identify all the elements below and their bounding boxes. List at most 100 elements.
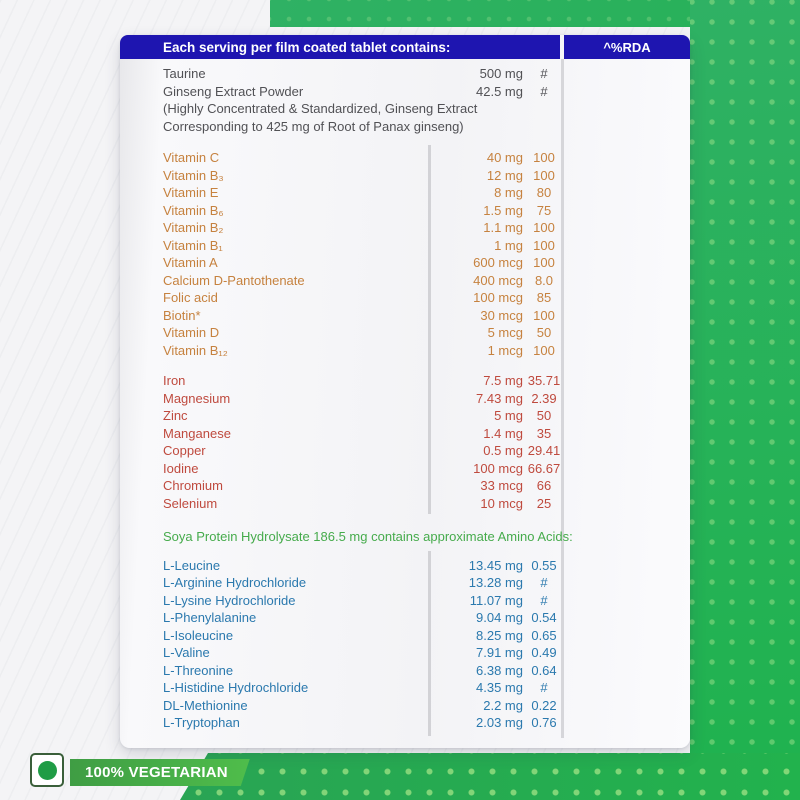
nutrient-name: L-Valine: [163, 645, 210, 660]
nutrient-rda: 0.76: [531, 715, 557, 730]
nutrient-amount: 1.4 mg: [483, 425, 523, 441]
nutrient-name: L-Tryptophan: [163, 715, 240, 730]
table-row: Chromium 33 mcg 66: [120, 477, 690, 495]
nutrient-name: Vitamin A: [163, 255, 218, 270]
table-row: Vitamin B₂ 1.1 mg 100: [120, 219, 690, 237]
nutrient-name: L-Threonine: [163, 662, 234, 678]
nutrient-amount: 7.43 mg: [476, 390, 523, 406]
nutrient-rda: 75: [536, 202, 552, 218]
nutrient-rda: 8.0: [534, 272, 554, 288]
nutrient-name: Copper: [163, 443, 206, 458]
nutrient-rda: 80: [536, 185, 552, 200]
table-header: Each serving per film coated tablet cont…: [120, 35, 690, 59]
table-row: Zinc 5 mg 50: [120, 407, 690, 425]
nutrient-rda: [523, 118, 565, 136]
nutrient-amount: 13.28 mg: [468, 575, 523, 590]
green-right-panel: [690, 0, 800, 800]
table-row: Selenium 10 mcg 25: [120, 495, 690, 513]
table-row: Vitamin D 5 mcg 50: [120, 324, 690, 342]
nutrient-rda: #: [540, 575, 548, 590]
vegetarian-badge-label: 100% VEGETARIAN: [85, 764, 228, 781]
nutrition-facts-card: Each serving per film coated tablet cont…: [120, 35, 690, 748]
nutrient-name: Taurine: [163, 66, 206, 81]
serving-header-label: Each serving per film coated tablet cont…: [163, 39, 451, 55]
nutrient-name: Chromium: [163, 478, 223, 493]
nutrient-name: Magnesium: [163, 390, 231, 406]
vegetarian-dot-icon: [37, 760, 57, 780]
nutrient-rda: 85: [536, 290, 552, 305]
table-row: Calcium D-Pantothenate 400 mcg 8.0: [120, 272, 690, 290]
table-row: L-Valine 7.91 mg 0.49: [120, 644, 690, 662]
nutrient-name: Iodine: [163, 460, 199, 476]
table-row: Iron 7.5 mg 35.71: [120, 372, 690, 390]
nutrient-amount: 9.04 mg: [476, 610, 523, 625]
nutrient-rda: 66: [536, 478, 552, 493]
nutrient-name: Manganese: [163, 425, 231, 441]
nutrient-rda: #: [540, 83, 548, 99]
nutrient-name: L-Leucine: [163, 557, 221, 573]
table-row: Vitamin C 40 mg 100: [120, 149, 690, 167]
nutrient-rda: 2.39: [531, 390, 557, 406]
nutrient-name: Iron: [163, 373, 186, 388]
nutrient-amount: 1.1 mg: [483, 220, 523, 235]
nutrient-rda: #: [540, 592, 548, 608]
table-row: Ginseng Extract Powder 42.5 mg #: [120, 83, 690, 101]
nutrient-rda: #: [540, 680, 548, 695]
section-vitamins-minerals: Vitamin C 40 mg 100 Vitamin B₃ 12 mg 100 Vitam…: [120, 145, 690, 514]
nutrient-amount: 7.5 mg: [483, 373, 523, 388]
nutrient-amount: 100 mcg: [473, 460, 523, 476]
nutrient-name: Selenium: [163, 495, 218, 511]
nutrient-amount: 2.03 mg: [476, 715, 523, 730]
nutrient-amount: 30 mcg: [480, 307, 523, 323]
table-row: Copper 0.5 mg 29.41: [120, 442, 690, 460]
nutrient-amount: 500 mg: [479, 66, 523, 81]
nutrient-rda: 100: [533, 150, 555, 165]
nutrient-amount: 12 mg: [486, 167, 523, 183]
section-amino-acids: L-Leucine 13.45 mg 0.55 L-Arginine Hydrochl…: [120, 550, 690, 736]
section-minerals: Iron 7.5 mg 35.71 Magnesium 7.43 mg 2.39 Zinc 5…: [120, 372, 690, 512]
nutrient-amount: 1.5 mg: [483, 202, 523, 218]
rda-column-divider: [561, 59, 564, 738]
nutrient-rda: 100: [533, 167, 555, 183]
nutrient-name: Vitamin C: [163, 150, 220, 165]
nutrient-name: Folic acid: [163, 290, 218, 305]
nutrient-name: Calcium D-Pantothenate: [163, 272, 305, 288]
nutrient-amount: 42.5 mg: [476, 83, 523, 99]
nutrient-name: Vitamin B₁₂: [163, 342, 228, 358]
nutrient-name: Vitamin B₆: [163, 202, 224, 218]
table-row: Magnesium 7.43 mg 2.39: [120, 390, 690, 408]
nutrient-name: Vitamin D: [163, 325, 220, 340]
table-row: L-Lysine Hydrochloride 11.07 mg #: [120, 592, 690, 610]
table-row: L-Arginine Hydrochloride 13.28 mg #: [120, 574, 690, 592]
table-row: L-Histidine Hydrochloride 4.35 mg #: [120, 679, 690, 697]
nutrient-amount: 33 mcg: [480, 478, 523, 493]
table-row: (Highly Concentrated & Standardized, Gin…: [120, 100, 690, 118]
table-row: L-Tryptophan 2.03 mg 0.76: [120, 714, 690, 732]
nutrient-rda: 100: [533, 342, 555, 358]
table-row: Vitamin B₁₂ 1 mcg 100: [120, 342, 690, 360]
nutrient-rda: 0.22: [531, 697, 557, 713]
nutrient-amount: 400 mcg: [473, 272, 523, 288]
vegetarian-badge: 100% VEGETARIAN: [70, 759, 250, 786]
nutrient-rda: 100: [533, 255, 555, 270]
table-row: Vitamin B₆ 1.5 mg 75: [120, 202, 690, 220]
nutrient-amount: 8.25 mg: [476, 627, 523, 643]
nutrient-name: Vitamin B₁: [163, 237, 223, 253]
nutrient-amount: 100 mcg: [473, 290, 523, 305]
nutrient-name: Biotin*: [163, 307, 201, 323]
nutrient-amount: 1 mcg: [487, 342, 523, 358]
nutrient-amount: 5 mg: [494, 408, 523, 423]
nutrient-amount: 8 mg: [494, 185, 523, 200]
vegetarian-icon: [30, 753, 64, 787]
nutrient-rda: 100: [533, 307, 555, 323]
nutrient-amount: [428, 118, 523, 136]
nutrient-amount: 11.07 mg: [469, 592, 523, 608]
section-base-ingredients: Taurine 500 mg # Ginseng Extract Powder 42.5…: [120, 65, 690, 135]
nutrient-name: Vitamin B₃: [163, 167, 224, 183]
nutrient-name: Vitamin B₂: [163, 220, 224, 235]
table-row: L-Leucine 13.45 mg 0.55: [120, 557, 690, 575]
table-row: L-Threonine 6.38 mg 0.64: [120, 662, 690, 680]
nutrient-rda: #: [540, 66, 548, 81]
nutrient-rda: [523, 100, 565, 118]
nutrient-rda: 50: [536, 325, 552, 340]
